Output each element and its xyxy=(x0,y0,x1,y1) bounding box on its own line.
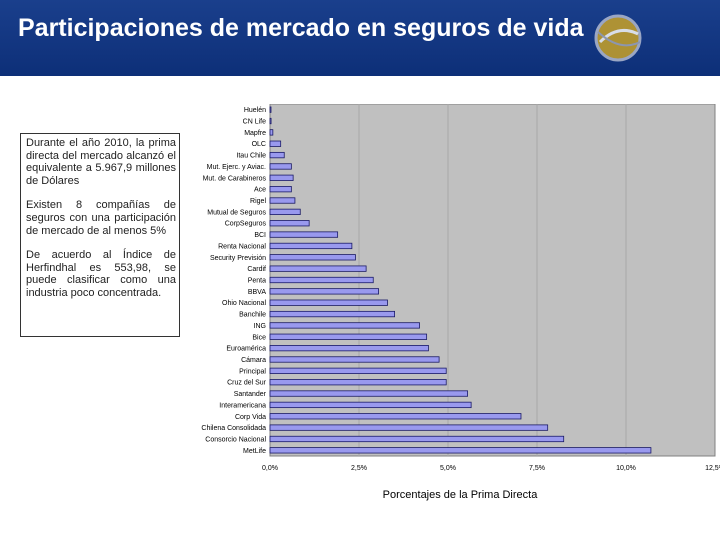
bar xyxy=(269,390,468,397)
bar xyxy=(269,447,652,454)
category-label: Euroamérica xyxy=(226,346,266,353)
category-label: Renta Nacional xyxy=(218,243,266,250)
bar xyxy=(269,174,294,181)
bar xyxy=(269,242,353,250)
category-label: Ohio Nacional xyxy=(222,300,266,307)
summary-textbox: Durante el año 2010, la prima directa de… xyxy=(20,133,180,337)
category-label: Cruz del Sur xyxy=(227,380,267,387)
page-title: Participaciones de mercado en seguros de… xyxy=(18,14,584,42)
bar xyxy=(269,220,310,227)
category-label: CN Life xyxy=(243,119,266,126)
bar xyxy=(269,356,440,363)
category-label: Itau Chile xyxy=(236,153,266,160)
category-label: Cardif xyxy=(247,266,266,273)
bar xyxy=(269,299,388,306)
summary-paragraph-2: Existen 8 compañías de seguros con una p… xyxy=(26,199,176,237)
category-label: OLC xyxy=(252,141,266,148)
category-label: Bice xyxy=(252,334,266,341)
x-tick-label: 12,5% xyxy=(705,465,720,472)
category-label: BBVA xyxy=(248,289,266,296)
bar xyxy=(269,276,374,284)
bar xyxy=(269,288,379,295)
summary-paragraph-3: De acuerdo al Índice de Herfindhal es 55… xyxy=(26,249,176,299)
bar xyxy=(269,186,292,193)
category-label: BCI xyxy=(254,232,266,239)
category-label: Mut. Ejerc. y Aviac. xyxy=(207,164,266,171)
bar xyxy=(269,106,272,113)
bar xyxy=(269,163,292,170)
bar xyxy=(269,424,549,431)
bar xyxy=(269,345,429,352)
bar xyxy=(269,401,472,409)
category-label: Banchile xyxy=(239,312,266,319)
bar xyxy=(269,208,301,215)
bar xyxy=(269,254,356,261)
bar xyxy=(269,413,522,420)
bar xyxy=(269,231,339,238)
bar xyxy=(269,379,447,386)
bar xyxy=(269,367,447,374)
category-label: ING xyxy=(254,323,266,330)
bar xyxy=(269,435,565,443)
bar xyxy=(269,129,274,136)
bar xyxy=(269,151,285,159)
category-label: Security Previsión xyxy=(210,255,266,262)
category-label: Consorcio Nacional xyxy=(205,436,266,443)
category-label: Mapfre xyxy=(244,130,266,137)
bar xyxy=(269,117,272,125)
category-label: CorpSeguros xyxy=(225,221,267,228)
category-label: Penta xyxy=(248,278,266,285)
market-share-bar-chart: 0,0% 2,5% 5,0% 7,5% 10,0% 12,5% Huelén CN Life M… xyxy=(201,104,720,472)
bar xyxy=(269,322,420,329)
category-label: Chilena Consolidada xyxy=(201,425,266,432)
x-tick-label: 5,0% xyxy=(440,465,456,472)
category-label: MetLife xyxy=(243,448,266,455)
category-label: Principal xyxy=(239,368,266,375)
category-label: Rigel xyxy=(250,198,266,205)
category-label: Santander xyxy=(234,391,267,398)
bar xyxy=(269,140,282,147)
category-label: Corp Vida xyxy=(235,414,266,421)
category-label: Mutual de Seguros xyxy=(207,209,266,216)
category-label: Interamericana xyxy=(219,402,266,409)
company-logo-icon xyxy=(594,14,642,62)
bar xyxy=(269,333,428,340)
category-label: Mut. de Carabineros xyxy=(203,175,267,182)
category-label: Ace xyxy=(254,187,266,194)
summary-paragraph-1: Durante el año 2010, la prima directa de… xyxy=(26,137,176,187)
bar xyxy=(269,197,296,204)
x-tick-label: 7,5% xyxy=(529,465,545,472)
title-bar: Participaciones de mercado en seguros de… xyxy=(0,0,720,76)
category-label: Cámara xyxy=(241,357,266,364)
bar xyxy=(269,265,367,272)
bar xyxy=(269,310,395,318)
x-axis-label: Porcentajes de la Prima Directa xyxy=(382,489,538,501)
x-tick-label: 10,0% xyxy=(616,465,636,472)
category-label: Huelén xyxy=(244,107,266,114)
x-tick-label: 2,5% xyxy=(351,465,367,472)
x-tick-label: 0,0% xyxy=(262,465,278,472)
